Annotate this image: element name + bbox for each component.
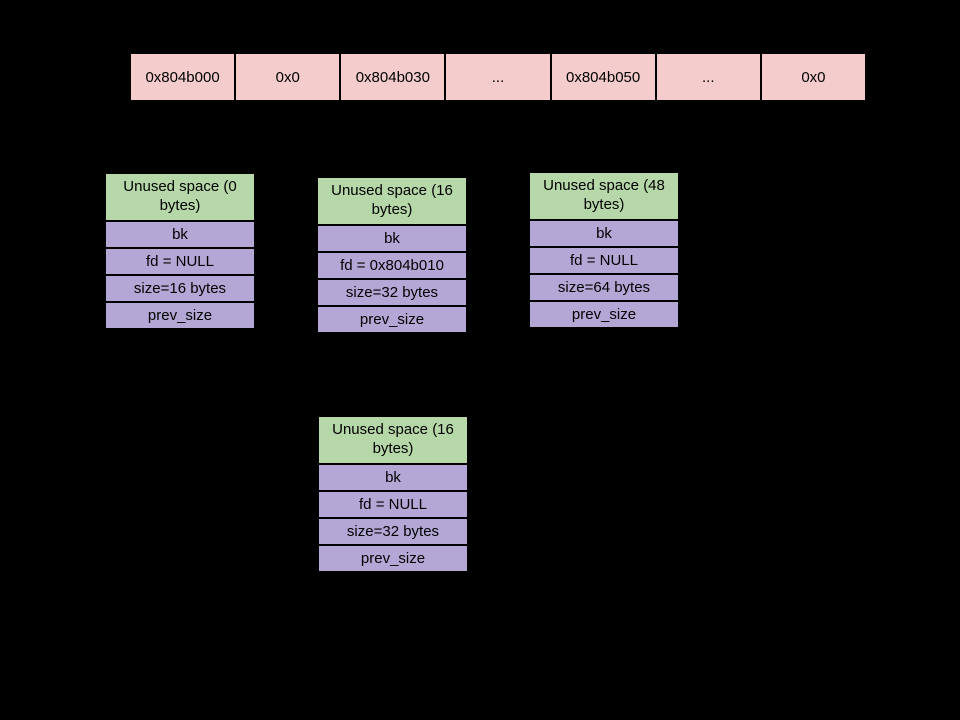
unused-space-header: Unused space (48 bytes) bbox=[528, 171, 680, 221]
chunk-field-fd: fd = 0x804b010 bbox=[316, 251, 468, 280]
heap-chunk-size32-bottom: Unused space (16 bytes) bk fd = NULL siz… bbox=[317, 415, 469, 573]
chunk-field-size: size=64 bytes bbox=[528, 273, 680, 302]
memory-cell: 0x804b000 bbox=[129, 52, 237, 102]
unused-space-header: Unused space (16 bytes) bbox=[317, 415, 469, 465]
chunk-field-size: size=16 bytes bbox=[104, 274, 256, 303]
heap-chunk-size16: Unused space (0 bytes) bk fd = NULL size… bbox=[104, 172, 256, 330]
chunk-field-prev-size: prev_size bbox=[104, 301, 256, 330]
chunk-field-size: size=32 bytes bbox=[316, 278, 468, 307]
heap-chunk-size64: Unused space (48 bytes) bk fd = NULL siz… bbox=[528, 171, 680, 329]
memory-cell: ... bbox=[654, 52, 762, 102]
chunk-field-prev-size: prev_size bbox=[316, 305, 468, 334]
memory-cell: ... bbox=[444, 52, 552, 102]
chunk-field-fd: fd = NULL bbox=[317, 490, 469, 519]
unused-space-header: Unused space (0 bytes) bbox=[104, 172, 256, 222]
chunk-field-prev-size: prev_size bbox=[317, 544, 469, 573]
chunk-field-fd: fd = NULL bbox=[104, 247, 256, 276]
memory-address-row: 0x804b000 0x0 0x804b030 ... 0x804b050 ..… bbox=[129, 52, 867, 102]
chunk-field-bk: bk bbox=[317, 463, 469, 492]
chunk-field-prev-size: prev_size bbox=[528, 300, 680, 329]
chunk-field-bk: bk bbox=[316, 224, 468, 253]
chunk-field-size: size=32 bytes bbox=[317, 517, 469, 546]
memory-cell: 0x0 bbox=[234, 52, 342, 102]
memory-cell: 0x0 bbox=[759, 52, 867, 102]
chunk-field-bk: bk bbox=[104, 220, 256, 249]
chunk-field-fd: fd = NULL bbox=[528, 246, 680, 275]
heap-chunk-size32-linked: Unused space (16 bytes) bk fd = 0x804b01… bbox=[316, 176, 468, 334]
memory-cell: 0x804b050 bbox=[549, 52, 657, 102]
memory-cell: 0x804b030 bbox=[339, 52, 447, 102]
unused-space-header: Unused space (16 bytes) bbox=[316, 176, 468, 226]
chunk-field-bk: bk bbox=[528, 219, 680, 248]
